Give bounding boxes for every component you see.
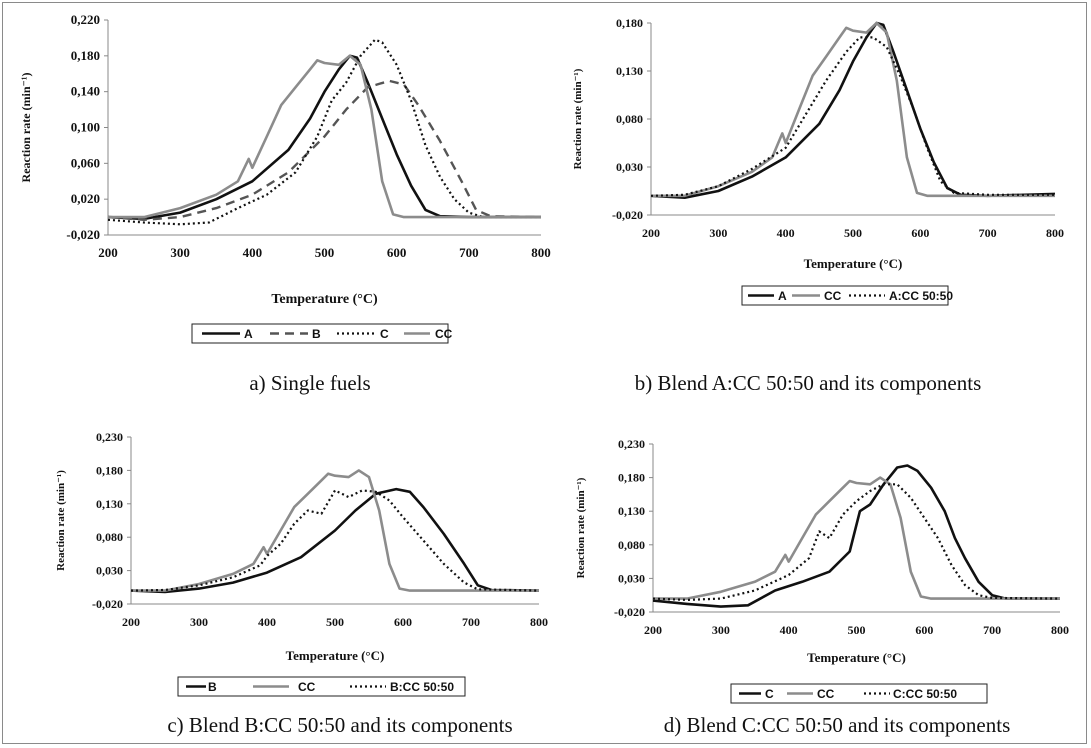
- legend-label: C:CC 50:50: [893, 687, 957, 701]
- chart-panel-2: -0,020 0,030 0,080 0,130 0,180 200 300 400 500 60…: [572, 16, 1064, 395]
- x-tick-label: 600: [394, 615, 412, 629]
- chart-panel-4: -0,020 0,030 0,080 0,130 0,180 0,230 200 300 400…: [575, 437, 1069, 737]
- y-tick-label: 0,100: [71, 120, 100, 135]
- series-line-cc: [131, 469, 539, 592]
- panel-caption: c) Blend B:CC 50:50 and its components: [167, 713, 512, 737]
- x-tick-label: 700: [983, 623, 1001, 637]
- x-tick-label: 800: [1046, 226, 1064, 240]
- series-line-cc: [108, 54, 541, 219]
- x-tick-label: 400: [243, 245, 263, 260]
- x-tick-label: 200: [642, 226, 660, 240]
- panel-caption: a) Single fuels: [249, 371, 370, 395]
- x-tick-label: 700: [459, 245, 479, 260]
- y-tick-label: 0,220: [71, 12, 100, 27]
- y-axis-label: Reaction rate (min⁻¹): [575, 477, 587, 578]
- legend-label: C: [380, 327, 389, 341]
- y-tick-label: 0,130: [616, 64, 643, 78]
- y-tick-label: 0,130: [618, 504, 645, 518]
- series-line-c: [652, 464, 1060, 608]
- legend-label: CC: [435, 327, 453, 341]
- x-axis-label: Temperature (°C): [271, 292, 378, 307]
- x-tick-label: 800: [530, 615, 548, 629]
- y-axis-label: Reaction rate (min⁻¹): [55, 470, 67, 571]
- legend-box: [177, 676, 466, 697]
- series-line-b-cc-50-50: [130, 489, 540, 592]
- x-tick-label: 800: [1051, 623, 1069, 637]
- legend-box: [730, 683, 988, 704]
- y-tick-label: -0,020: [66, 227, 100, 242]
- panel-caption: b) Blend A:CC 50:50 and its components: [635, 371, 982, 395]
- legend-box: [741, 285, 949, 306]
- chart-panel-1: -0,020 0,020 0,060 0,100 0,140 0,180 0,220 200 3…: [19, 12, 551, 395]
- legend-label: CC: [298, 680, 316, 694]
- x-tick-label: 200: [98, 245, 118, 260]
- legend-box: [191, 323, 449, 344]
- x-tick-label: 500: [848, 623, 866, 637]
- x-tick-label: 300: [709, 226, 727, 240]
- y-axis-label: Reaction rate (min⁻¹): [19, 73, 33, 183]
- chart-panel-3: -0,020 0,030 0,080 0,130 0,180 0,230 200 300 400…: [55, 430, 548, 737]
- x-axis-label: Temperature (°C): [807, 650, 906, 665]
- x-tick-label: 300: [190, 615, 208, 629]
- series-line-c: [107, 38, 541, 226]
- x-axis-label: Temperature (°C): [286, 648, 385, 663]
- x-tick-label: 800: [531, 245, 551, 260]
- y-tick-label: 0,230: [618, 437, 645, 451]
- y-tick-label: 0,030: [618, 571, 645, 585]
- x-tick-label: 500: [844, 226, 862, 240]
- y-tick-label: -0,020: [92, 597, 123, 611]
- y-tick-label: 0,180: [616, 16, 643, 30]
- y-tick-label: 0,080: [618, 538, 645, 552]
- panel-caption: d) Blend C:CC 50:50 and its components: [664, 713, 1011, 737]
- x-tick-label: 600: [387, 245, 407, 260]
- series-line-b: [130, 487, 540, 594]
- y-tick-label: 0,030: [96, 564, 123, 578]
- y-tick-label: 0,030: [616, 160, 643, 174]
- x-tick-label: 600: [915, 623, 933, 637]
- y-tick-label: -0,020: [614, 605, 645, 619]
- series-line-b: [107, 79, 542, 221]
- x-tick-label: 300: [712, 623, 730, 637]
- series-line-c-cc-50-50: [652, 483, 1061, 601]
- y-tick-label: 0,080: [96, 530, 123, 544]
- y-tick-label: 0,020: [71, 191, 100, 206]
- series-line-cc: [653, 476, 1060, 600]
- legend-label: B: [312, 327, 321, 341]
- y-tick-label: 0,140: [71, 84, 100, 99]
- y-tick-label: 0,060: [71, 155, 100, 170]
- y-tick-label: 0,230: [96, 430, 123, 444]
- x-axis-label: Temperature (°C): [804, 256, 903, 271]
- x-tick-label: 200: [122, 615, 140, 629]
- x-tick-label: 300: [170, 245, 190, 260]
- legend-label: C: [765, 687, 774, 701]
- x-tick-label: 600: [911, 226, 929, 240]
- x-tick-label: 400: [780, 623, 798, 637]
- y-tick-label: 0,180: [71, 48, 100, 63]
- y-tick-label: 0,130: [96, 497, 123, 511]
- x-tick-label: 700: [979, 226, 997, 240]
- legend-label: A: [778, 289, 787, 303]
- y-tick-label: 0,180: [618, 471, 645, 485]
- x-tick-label: 700: [462, 615, 480, 629]
- legend-label: CC: [824, 289, 842, 303]
- x-tick-label: 400: [777, 226, 795, 240]
- x-tick-label: 500: [326, 615, 344, 629]
- series-line-a-cc-50-50: [650, 36, 1055, 197]
- series-line-cc: [651, 21, 1055, 198]
- legend-label: CC: [817, 687, 835, 701]
- y-tick-label: 0,180: [96, 463, 123, 477]
- y-axis-label: Reaction rate (min⁻¹): [572, 68, 584, 169]
- y-tick-label: -0,020: [612, 208, 643, 222]
- legend-label: A:CC 50:50: [889, 289, 953, 303]
- series-line-a: [650, 21, 1056, 199]
- legend-label: B: [208, 680, 217, 694]
- legend-label: B:CC 50:50: [390, 680, 454, 694]
- x-tick-label: 200: [644, 623, 662, 637]
- x-tick-label: 500: [315, 245, 335, 260]
- legend-label: A: [244, 327, 253, 341]
- y-tick-label: 0,080: [616, 112, 643, 126]
- x-tick-label: 400: [258, 615, 276, 629]
